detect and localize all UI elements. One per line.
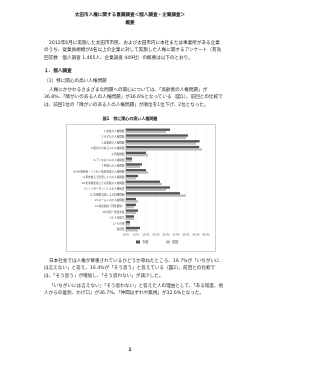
x-tick-label: 25.0% — [172, 234, 180, 237]
category-label: 12.北朝鮮当局による拉致問題 — [89, 192, 125, 196]
category-label: 2.子どもの人権問題 — [101, 135, 125, 139]
bar — [126, 177, 136, 180]
section: １．個人調査 — [44, 69, 72, 74]
bar — [126, 180, 160, 183]
paragraph: 人権にかかわるさまざまな問題への関心については、「高齢者の人権問題」が36.8%… — [44, 88, 223, 108]
bar — [126, 140, 200, 143]
bar — [126, 182, 162, 186]
bar — [126, 226, 140, 230]
closing-2: 「いちがいには言えない」「そう思わない」と答えた人の理由として、「ある程度、他人… — [44, 284, 224, 297]
bar — [126, 194, 186, 197]
x-tick-label: 40.0% — [202, 234, 210, 237]
x-tick-label: 30.0% — [182, 234, 190, 237]
category-label: 4.障がいのある人の人権問題 — [91, 146, 125, 150]
chart-frame — [66, 124, 216, 252]
bar — [126, 134, 188, 137]
category-label: 15.性同一性障害者 — [102, 210, 125, 214]
bar — [126, 186, 170, 189]
category-label: 8.HIV感染者・ハンセン病患者等の人権問題 — [73, 169, 124, 173]
category-label: 5.同和問題 — [112, 152, 125, 156]
bar — [126, 203, 136, 206]
bar — [126, 169, 146, 172]
x-tick-label: 15.0% — [152, 234, 160, 237]
bar — [126, 188, 166, 191]
closing-1: 日本社会では人権が尊重されているかどうか尋ねたところ、16.7%が「いちがいには… — [44, 259, 220, 279]
bar — [126, 142, 196, 145]
bar — [126, 171, 148, 174]
bar — [126, 154, 148, 157]
legend-swatch — [166, 240, 170, 244]
legend-swatch — [136, 240, 140, 244]
category-label: 6.アイヌの人々の人権問題 — [94, 158, 125, 162]
bar — [126, 192, 180, 195]
bar — [126, 136, 186, 139]
bar — [126, 148, 202, 151]
bar — [126, 163, 142, 166]
bar — [126, 200, 138, 203]
category-label: 9.刑を終えて出所した人の人権問題 — [83, 175, 125, 179]
x-tick-label: 0.0% — [123, 234, 130, 237]
bar — [126, 209, 138, 212]
bar — [126, 130, 166, 134]
bar — [126, 151, 146, 154]
category-label: 13.ホームレスの人権問題 — [95, 198, 125, 202]
category-label: 3.高齢者の人権問題 — [101, 140, 125, 144]
category-label: 11.インターネットによる人権侵害 — [84, 187, 125, 191]
category-label: 10.犯罪被害者とその家族の人権問題 — [82, 181, 125, 185]
subtitle: 概要 — [125, 21, 135, 26]
title: 太田市人権に関する意識調査＜個人調査・企業調査＞ — [74, 13, 186, 18]
category-label: 7.外国人の人権問題 — [101, 164, 125, 168]
bar — [126, 217, 134, 220]
category-label: 16.人身取引 — [110, 216, 125, 220]
bar — [126, 215, 134, 218]
bar — [126, 206, 134, 209]
bar — [126, 128, 170, 131]
intro: 2012年6月に実施した太田市市民、および太田市内に本社または事業所がある企業の… — [44, 41, 222, 61]
bar — [126, 174, 138, 178]
chart: 0.0% 5.0% 10.0% 15.0% 20.0% 25.0% 30.0% 35.0% 40… — [66, 124, 216, 252]
bar — [126, 223, 130, 226]
bar — [126, 157, 132, 160]
page-number: 1 — [128, 348, 132, 353]
category-label: 1.女性の人権問題 — [104, 129, 125, 133]
legend-label: 今回 — [142, 239, 148, 244]
bar — [126, 145, 200, 149]
chart-title: 図1 特に関心の高い人権問題 — [102, 116, 158, 121]
subsection: （1）特に関心の高い人権問題 — [44, 79, 107, 84]
bar — [126, 165, 140, 168]
category-label: 17.その他 — [113, 221, 125, 225]
bar — [126, 229, 138, 232]
x-tick-label: 20.0% — [162, 234, 170, 237]
page: 太田市人権に関する意識調査＜個人調査・企業調査＞ 概要 2012年6月に実施した… — [44, 13, 224, 353]
bar — [126, 221, 130, 224]
x-tick-label: 10.0% — [142, 234, 150, 237]
x-tick-label: 35.0% — [192, 234, 200, 237]
bar — [126, 211, 136, 215]
category-label: 無回答 — [117, 227, 125, 231]
category-label: 14.性的指向（同性愛等） — [94, 204, 124, 208]
legend-label: 前回 — [172, 239, 178, 244]
x-tick-label: 5.0% — [133, 234, 140, 237]
bar — [126, 197, 136, 201]
bar — [126, 159, 132, 163]
